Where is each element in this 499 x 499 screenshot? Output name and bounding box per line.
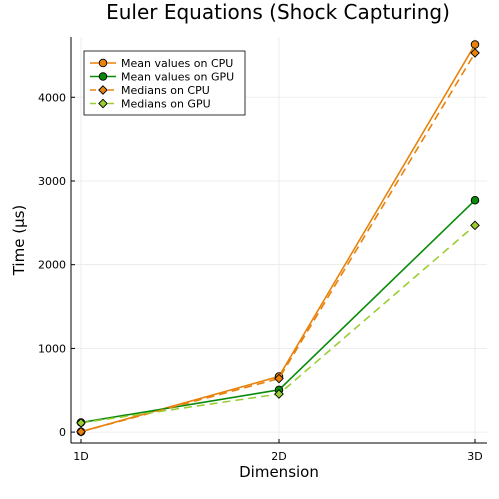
legend-marker <box>98 58 108 68</box>
data-point <box>76 426 86 437</box>
legend-box <box>83 50 246 116</box>
legend-item: Medians on CPU <box>90 84 210 97</box>
legend-label: Medians on GPU <box>121 98 211 111</box>
legend-marker <box>98 72 108 81</box>
series <box>76 220 480 428</box>
data-point <box>470 195 480 205</box>
x-tick-label: 2D <box>271 450 286 463</box>
y-tick-label: 1000 <box>38 342 66 355</box>
y-tick-label: 3000 <box>38 175 66 188</box>
legend-label: Mean values on GPU <box>121 71 234 84</box>
x-tick-label: 1D <box>73 450 88 463</box>
data-point <box>470 220 480 231</box>
chart-title: Euler Equations (Shock Capturing) <box>106 0 450 24</box>
legend-marker <box>98 98 108 109</box>
legend-marker <box>98 85 108 95</box>
legend-item: Medians on GPU <box>90 98 211 111</box>
legend-item: Mean values on GPU <box>90 71 234 84</box>
x-axis-label: Dimension <box>239 463 319 481</box>
data-point <box>274 373 284 384</box>
legend-item: Mean values on CPU <box>90 57 233 70</box>
y-tick-label: 4000 <box>38 91 66 104</box>
data-point <box>470 40 480 49</box>
y-tick-label: 2000 <box>38 259 66 272</box>
legend-label: Medians on CPU <box>121 84 210 97</box>
data-point <box>274 389 284 399</box>
y-tick-label: 0 <box>59 426 66 439</box>
y-axis-label: Time (µs) <box>10 205 28 277</box>
legend-label: Mean values on CPU <box>121 57 233 70</box>
x-tick-label: 3D <box>467 450 482 463</box>
series-layer <box>76 40 480 437</box>
axes: 0 1000 2000 3000 4000 1D 2D 3D <box>38 37 487 463</box>
data-point <box>470 48 480 58</box>
data-point <box>76 418 86 428</box>
